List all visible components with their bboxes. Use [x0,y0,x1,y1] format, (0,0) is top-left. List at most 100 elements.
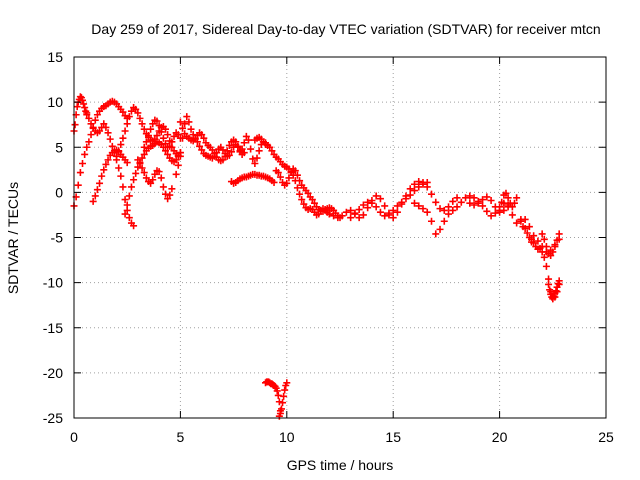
data-point [334,214,342,222]
data-point [153,132,161,140]
series-arc-7 [134,156,176,203]
data-point [508,211,516,219]
data-point [376,208,384,216]
data-point [359,201,367,209]
data-point [538,230,546,238]
data-point [164,150,172,158]
series-arc-20 [496,189,521,214]
data-point [283,379,291,387]
data-point [293,171,301,179]
data-point [100,120,108,128]
data-point [432,198,440,206]
data-point [381,202,389,210]
data-point [410,199,418,207]
data-point [398,198,406,206]
data-point [270,178,278,186]
series-arc-18 [410,192,512,238]
data-point [187,125,195,133]
data-point [523,229,531,237]
data-point [219,146,227,154]
data-point [372,192,380,200]
data-point [513,219,521,227]
data-point [552,287,560,295]
data-point [168,138,176,146]
data-point [547,252,555,260]
data-point [436,205,444,213]
data-point [157,174,165,182]
y-tick-label: 5 [55,139,63,155]
data-point [219,156,227,164]
data-point [144,132,152,140]
data-point [80,100,88,108]
data-point [496,206,504,214]
data-point [275,398,283,406]
data-point [162,147,170,155]
data-point [466,199,474,207]
data-point [298,196,306,204]
data-point [98,172,106,180]
data-point [196,142,204,150]
data-point [513,194,521,202]
data-point [162,140,170,148]
data-point [406,191,414,199]
x-tick-label: 25 [598,429,614,445]
data-point [117,172,125,180]
data-point [119,108,127,116]
data-point [462,194,470,202]
data-point [274,391,282,399]
data-point [91,116,99,124]
y-axis-label: SDTVAR / TECUs [5,182,21,294]
data-point [142,138,150,146]
data-point [342,208,350,216]
data-point [176,149,184,157]
data-point [164,131,172,139]
series-arc-3 [83,111,138,230]
data-point [555,277,563,285]
data-point [479,202,487,210]
data-point [393,208,401,216]
data-point [76,93,84,101]
data-point [149,120,157,128]
data-point [87,120,95,128]
data-point [225,151,233,159]
data-point [96,179,104,187]
data-point [466,192,474,200]
y-tick-label: -5 [51,230,64,246]
data-point [221,152,229,160]
data-point [423,178,431,186]
data-point [174,161,182,169]
data-point [132,105,140,113]
data-point [249,155,257,163]
data-point [308,196,316,204]
data-point [540,235,548,243]
data-point [132,169,140,177]
y-tick-label: -20 [43,365,63,381]
data-point [136,114,144,122]
data-point [100,166,108,174]
data-point [166,142,174,150]
data-point [76,169,84,177]
data-point [368,199,376,207]
data-point [106,135,114,143]
data-point [287,169,295,177]
data-point [140,125,148,133]
data-point [268,147,276,155]
data-point [419,205,427,213]
data-point [428,190,436,198]
data-point [134,163,142,171]
series-arc-19 [466,193,563,256]
data-point [123,201,131,209]
data-point [338,212,346,220]
data-point [393,202,401,210]
data-point [247,145,255,153]
data-point [487,196,495,204]
data-point [151,170,159,178]
data-point [130,222,138,230]
data-point [172,170,180,178]
data-point [119,183,127,191]
y-tick-label: -25 [43,410,63,426]
data-point [351,210,359,218]
data-point [189,131,197,139]
series-arc-15 [275,379,291,420]
data-point [530,232,538,240]
